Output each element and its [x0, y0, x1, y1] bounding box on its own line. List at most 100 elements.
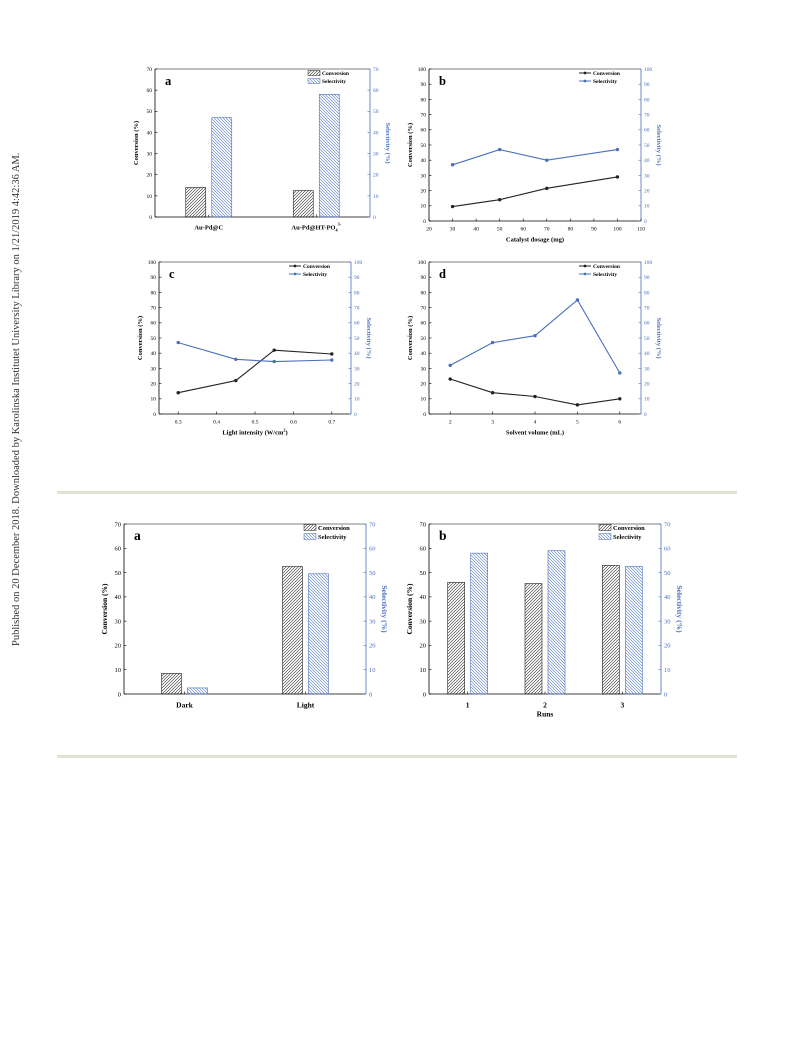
- y2-tick-label: 60: [354, 321, 360, 327]
- y-tick-label: 0: [423, 691, 426, 698]
- panel-label: b: [439, 528, 447, 543]
- y2-tick-label: 20: [373, 173, 379, 179]
- bar-selectivity: [187, 687, 208, 695]
- x-axis-title: Catalyst dosage (mg): [506, 237, 564, 244]
- x-tick-label: 4: [534, 420, 537, 426]
- x-tick-label: 70: [544, 227, 550, 233]
- y-tick-label: 60: [151, 321, 157, 327]
- chart-1b: 0 10 20 30 40 50 60 70 80 90 100 0 10 20 30 40 50 60 70 80 9…: [395, 62, 670, 250]
- legend-label: Conversion: [593, 264, 620, 270]
- x-axis-title: Solvent volume (mL): [506, 430, 564, 437]
- y2-tick-label: 20: [644, 382, 650, 388]
- bar-conversion: [447, 581, 465, 695]
- y-tick-label: 10: [420, 667, 427, 674]
- bar-selectivity: [547, 550, 566, 695]
- y2-tick-label: 10: [354, 397, 360, 403]
- y2-tick-label: 60: [373, 88, 379, 94]
- y-tick-label: 40: [147, 130, 153, 136]
- x-tick-label: 2: [449, 420, 452, 426]
- y2-tick-label: 30: [369, 618, 376, 625]
- y2-tick-label: 0: [373, 215, 376, 221]
- point-selectivity: [272, 359, 276, 364]
- y2-tick-label: 20: [664, 643, 671, 650]
- y2-tick-label: 50: [664, 570, 671, 577]
- point-selectivity: [490, 340, 495, 345]
- x-tick-label: 5: [576, 420, 579, 426]
- y-tick-label: 30: [151, 366, 157, 372]
- y-axis-title: Conversion (%): [133, 121, 140, 165]
- x-tick-label: 1: [466, 701, 470, 710]
- y-tick-label: 10: [147, 194, 153, 200]
- y2-tick-label: 50: [354, 336, 360, 342]
- y2-tick-label: 50: [369, 570, 376, 577]
- y-axis-title: Conversion (%): [405, 583, 414, 635]
- divider-rule-bottom: [57, 755, 737, 758]
- y2-tick-label: 0: [369, 691, 372, 698]
- y2-tick-label: 50: [644, 143, 650, 149]
- legend-swatch: [307, 78, 321, 84]
- y-tick-label: 60: [421, 128, 427, 134]
- y-tick-label: 70: [421, 306, 427, 312]
- bar-conversion: [282, 566, 303, 695]
- legend-marker: [293, 272, 297, 276]
- legend-label: Selectivity: [322, 79, 346, 85]
- legend-marker: [583, 79, 587, 83]
- y2-tick-label: 90: [354, 275, 360, 281]
- y-axis-title: Conversion (%): [100, 583, 109, 635]
- y2-tick-label: 80: [354, 290, 360, 296]
- y-tick-label: 40: [421, 158, 427, 164]
- y2-tick-label: 70: [369, 521, 376, 528]
- y2-tick-label: 40: [354, 351, 360, 357]
- bar-selectivity: [625, 566, 643, 695]
- x-tick-label: Au-Pd@C: [194, 225, 223, 232]
- y-tick-label: 20: [420, 643, 427, 650]
- y-tick-label: 50: [421, 336, 427, 342]
- y-tick-label: 70: [147, 67, 153, 73]
- bar-conversion: [602, 564, 620, 695]
- y2-axis-title: Selectivity (%): [380, 585, 389, 633]
- y2-tick-label: 30: [373, 151, 379, 157]
- x-tick-label: 0.5: [252, 420, 259, 426]
- y-tick-label: 30: [115, 618, 122, 625]
- point-conversion: [533, 394, 537, 399]
- y2-tick-label: 60: [369, 546, 376, 553]
- panel-label: c: [169, 267, 175, 281]
- bar-conversion: [292, 190, 314, 218]
- y-tick-label: 20: [421, 189, 427, 195]
- y2-axis-title: Selectivity (%): [384, 123, 391, 164]
- point-selectivity: [330, 358, 334, 362]
- y2-axis-title: Selectivity (%): [655, 318, 662, 359]
- series-line-conversion: [178, 349, 332, 394]
- y2-tick-label: 40: [664, 594, 671, 601]
- point-conversion: [575, 403, 580, 407]
- y2-tick-label: 20: [354, 382, 360, 388]
- point-conversion: [176, 391, 180, 395]
- y-tick-label: 30: [421, 173, 427, 179]
- y2-tick-label: 10: [664, 667, 671, 674]
- y-tick-label: 20: [151, 382, 157, 388]
- y-tick-label: 20: [421, 382, 427, 388]
- point-selectivity: [618, 371, 622, 375]
- y-tick-label: 30: [421, 366, 427, 372]
- point-selectivity: [545, 158, 549, 162]
- x-tick-label: 30: [450, 227, 456, 233]
- x-tick-label: 20: [426, 227, 432, 233]
- y2-tick-label: 30: [664, 618, 671, 625]
- y-tick-label: 30: [147, 151, 153, 157]
- point-conversion: [497, 198, 502, 202]
- x-axis-title: Runs: [537, 710, 554, 719]
- y-tick-label: 0: [423, 412, 426, 418]
- legend-marker: [583, 264, 587, 268]
- point-conversion: [330, 352, 334, 356]
- series-line-selectivity: [178, 342, 332, 363]
- panel-label: a: [165, 74, 172, 88]
- x-tick-label: 3: [491, 420, 494, 426]
- point-selectivity: [176, 340, 180, 345]
- y2-tick-label: 90: [644, 82, 650, 88]
- x-tick-label: 0.3: [175, 420, 182, 426]
- chart-2a: 0 10 20 30 40 50 60 70 0 10 20 30 40 50 60 70 Conversion…: [95, 515, 395, 720]
- bar-conversion: [524, 583, 543, 695]
- y2-tick-label: 40: [644, 351, 650, 357]
- chart-1a: 0 10 20 30 40 50 60 70 0 10 20 30 40 50 60 70 Conversion…: [125, 62, 391, 250]
- point-conversion: [234, 378, 238, 383]
